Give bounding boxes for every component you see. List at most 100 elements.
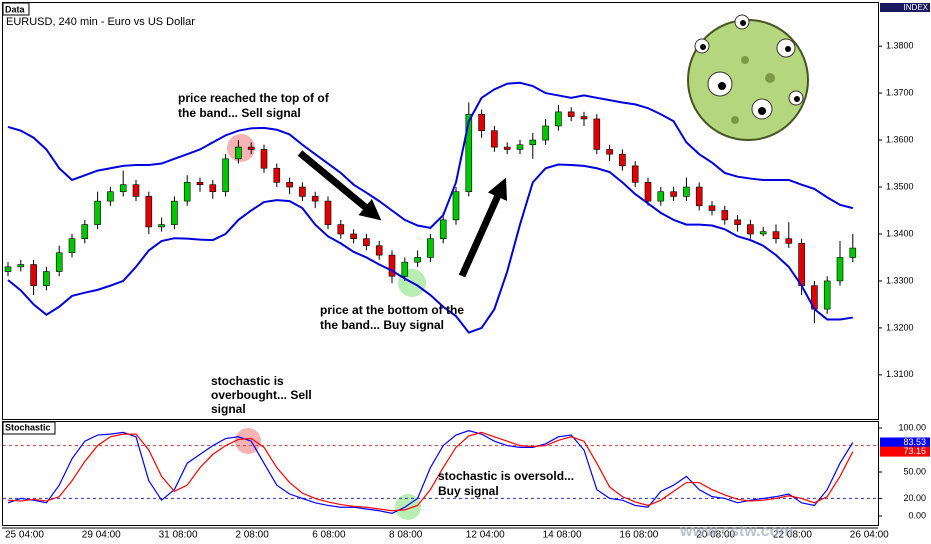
candle-body [759, 231, 767, 235]
plot: 1.3800 1.3700 1.3600 1.3500 1.3400 1.3300 1.32… [3, 41, 930, 541]
candle-body [94, 200, 101, 225]
x-tick-label: 29 04:00 [82, 530, 121, 541]
candle-body [452, 191, 460, 221]
x-tick-label: 2 08:00 [235, 530, 269, 541]
candle-body [465, 113, 473, 193]
candle-body [30, 264, 37, 286]
bollinger-band [7, 163, 853, 334]
candle-body [849, 247, 857, 258]
candle-body [516, 144, 524, 150]
candle-body [734, 219, 741, 225]
candle-body [823, 280, 831, 310]
candle-body [324, 200, 332, 225]
y-tick-label: 1.3600 [886, 134, 914, 144]
index-box [880, 3, 930, 12]
candle-body [542, 125, 549, 141]
data-label-box [2, 2, 30, 16]
y-tick-label: 20.00 [903, 493, 926, 503]
x-tick-label: 12 04:00 [466, 530, 505, 541]
candle-body [311, 196, 319, 202]
x-tick-label: 20 08:00 [696, 530, 735, 541]
candle-body [503, 146, 511, 150]
annotation: the band... Sell signal [178, 106, 301, 120]
x-tick-label: 31 08:00 [159, 530, 198, 541]
monster-icon [687, 14, 809, 141]
candle-body [350, 233, 357, 239]
candle-body [631, 165, 639, 183]
candle-body [81, 224, 89, 239]
candle-body [286, 182, 293, 188]
candle-body [644, 182, 652, 202]
y-tick-label: 1.3200 [886, 322, 914, 332]
value-marker [880, 437, 930, 448]
candle-body [337, 224, 345, 235]
candle-body [683, 186, 690, 197]
annotation: stochastic is [211, 374, 284, 388]
candle-body [670, 191, 677, 197]
annotation: overbought... Sell [211, 388, 312, 402]
candle-body [55, 252, 63, 272]
candle-body [414, 257, 421, 263]
candle-body [273, 167, 281, 183]
candle-body [798, 243, 805, 286]
y-tick-label: 1.3400 [886, 228, 914, 238]
candle-body [247, 146, 255, 150]
candle-body [606, 149, 613, 155]
candle-body [222, 158, 229, 193]
stoch-panel [2, 421, 879, 526]
y-tick-label: 0.00 [908, 510, 926, 520]
candle-body [132, 184, 140, 197]
candle-body [375, 245, 383, 256]
arrow [297, 150, 382, 221]
candle-body [235, 146, 242, 160]
candle-body [17, 264, 25, 268]
y-tick-label: 1.3800 [886, 41, 914, 51]
annotation: price reached the top of of [178, 91, 330, 105]
annotation: price at the bottom of the [320, 303, 464, 317]
y-tick-label: 100.00 [898, 422, 926, 432]
candle-body [580, 116, 588, 120]
candle-body [4, 266, 12, 272]
x-tick-label: 25 04:00 [5, 530, 44, 541]
candle-body [145, 196, 153, 228]
y-tick-label: 1.3500 [886, 181, 914, 191]
annotation: Buy signal [438, 484, 499, 498]
candle-body [593, 118, 601, 150]
x-tick-label: 16 08:00 [619, 530, 658, 541]
y-tick-label: 1.3700 [886, 87, 914, 97]
annotation: stochastic is oversold... [438, 469, 574, 483]
panel-label: Stochastic [5, 422, 51, 432]
candle-body [529, 139, 537, 146]
axis-label: INDEX [904, 3, 929, 12]
candle-body [43, 271, 50, 286]
candle-body [119, 184, 127, 193]
candle-body [107, 191, 114, 202]
x-tick-label: 8 08:00 [389, 530, 423, 541]
main-panel [2, 2, 879, 420]
x-tick-label: 14 08:00 [543, 530, 582, 541]
candle-body [708, 205, 716, 211]
arrow [458, 177, 508, 278]
candle-body [171, 200, 178, 225]
value-marker [880, 446, 930, 457]
candle-body [388, 254, 396, 277]
candle-body [196, 182, 204, 185]
sell-highlight [235, 428, 261, 454]
value-label: 83.53 [903, 437, 926, 447]
candle-body [478, 113, 485, 131]
candle-body [363, 238, 370, 247]
stoch-label-box [2, 421, 56, 435]
y-tick-label: 50.00 [903, 466, 926, 476]
candle-body [619, 153, 626, 167]
x-tick-label: 22 08:00 [773, 530, 812, 541]
candle-body [158, 224, 165, 228]
candle-body [721, 210, 729, 221]
candle-body [260, 149, 268, 169]
candle-body [567, 111, 575, 117]
candle-body [299, 186, 306, 197]
annotation: the band... Buy signal [320, 318, 444, 332]
watermark: www.cstw.com [679, 523, 794, 540]
x-tick-label: 26 04:00 [850, 530, 889, 541]
candle-body [68, 238, 76, 254]
